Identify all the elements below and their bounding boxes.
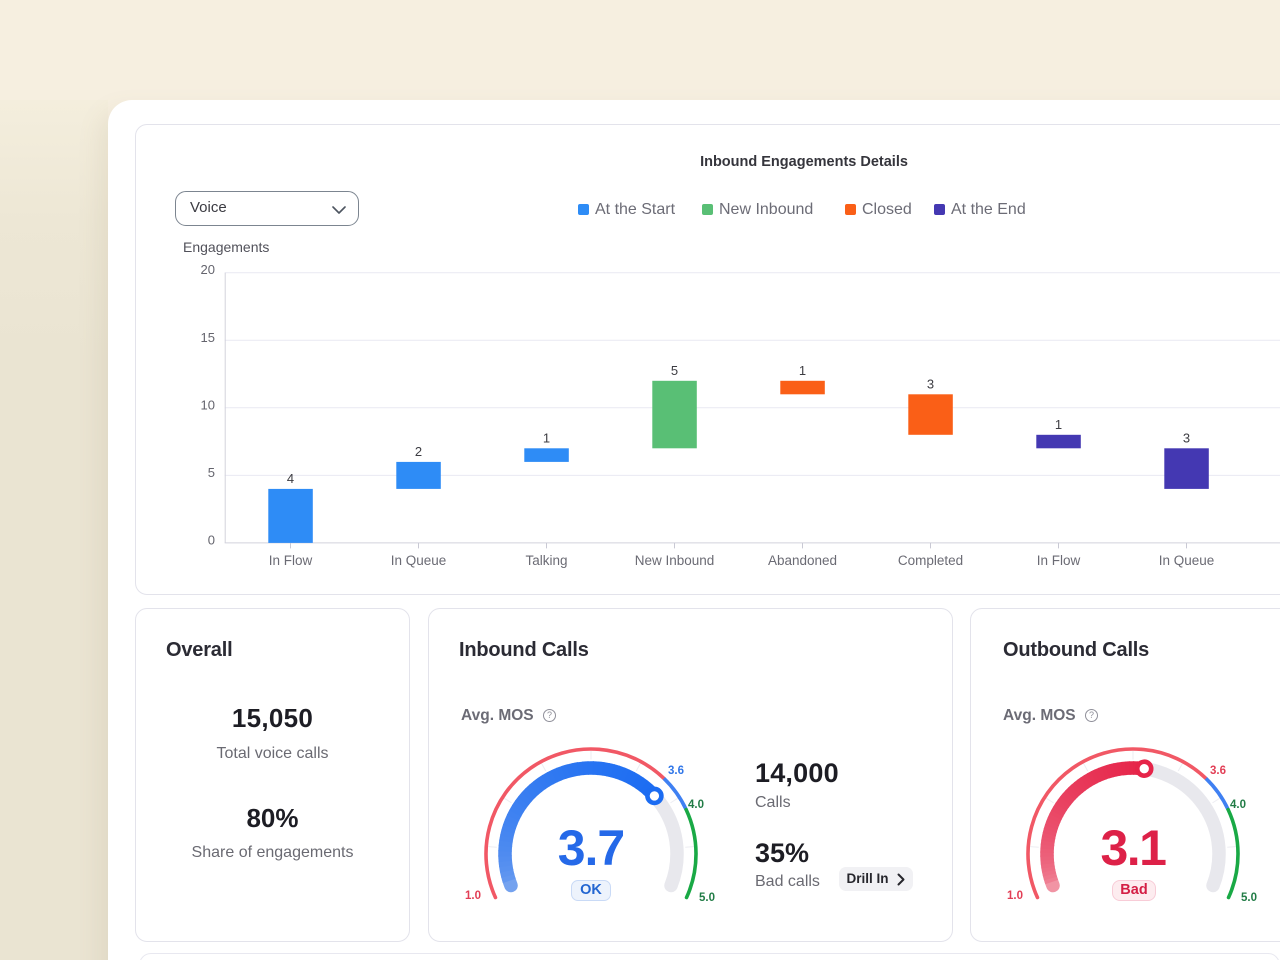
svg-text:Abandoned: Abandoned — [768, 553, 837, 568]
svg-text:5.0: 5.0 — [1241, 892, 1257, 904]
svg-text:5: 5 — [208, 465, 215, 480]
svg-text:3: 3 — [927, 377, 934, 392]
svg-text:20: 20 — [201, 262, 215, 277]
svg-text:1.0: 1.0 — [1007, 890, 1023, 902]
svg-text:4.0: 4.0 — [1230, 799, 1246, 811]
svg-text:5: 5 — [671, 363, 678, 378]
svg-text:In Flow: In Flow — [269, 553, 313, 568]
svg-text:5.0: 5.0 — [699, 892, 715, 904]
svg-text:3: 3 — [1183, 431, 1190, 446]
svg-text:Talking: Talking — [525, 553, 567, 568]
svg-text:3.6: 3.6 — [1210, 765, 1226, 777]
svg-text:In Queue: In Queue — [391, 553, 447, 568]
svg-text:1: 1 — [799, 363, 806, 378]
svg-text:0: 0 — [208, 532, 215, 547]
svg-text:In Queue: In Queue — [1159, 553, 1215, 568]
svg-text:1: 1 — [543, 431, 550, 446]
svg-text:10: 10 — [201, 397, 215, 412]
svg-text:New Inbound: New Inbound — [635, 553, 715, 568]
svg-text:15: 15 — [201, 330, 215, 345]
svg-text:4: 4 — [287, 471, 294, 486]
svg-text:3.6: 3.6 — [668, 765, 684, 777]
svg-text:In Flow: In Flow — [1037, 553, 1081, 568]
svg-text:Completed: Completed — [898, 553, 963, 568]
svg-text:4.0: 4.0 — [688, 799, 704, 811]
svg-text:1: 1 — [1055, 417, 1062, 432]
svg-text:1.0: 1.0 — [465, 890, 481, 902]
svg-text:2: 2 — [415, 444, 422, 459]
